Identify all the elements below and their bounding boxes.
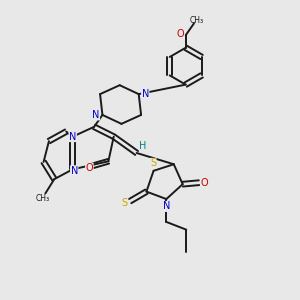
Text: S: S — [150, 158, 156, 168]
Text: CH₃: CH₃ — [35, 194, 50, 203]
Text: N: N — [142, 89, 149, 99]
Text: S: S — [122, 198, 128, 208]
Text: O: O — [176, 29, 184, 39]
Text: N: N — [163, 202, 170, 212]
Text: CH₃: CH₃ — [190, 16, 204, 25]
Text: O: O — [85, 163, 93, 173]
Text: N: N — [69, 132, 76, 142]
Text: N: N — [70, 166, 78, 176]
Text: O: O — [201, 178, 208, 188]
Text: H: H — [140, 141, 147, 152]
Text: N: N — [92, 110, 100, 120]
